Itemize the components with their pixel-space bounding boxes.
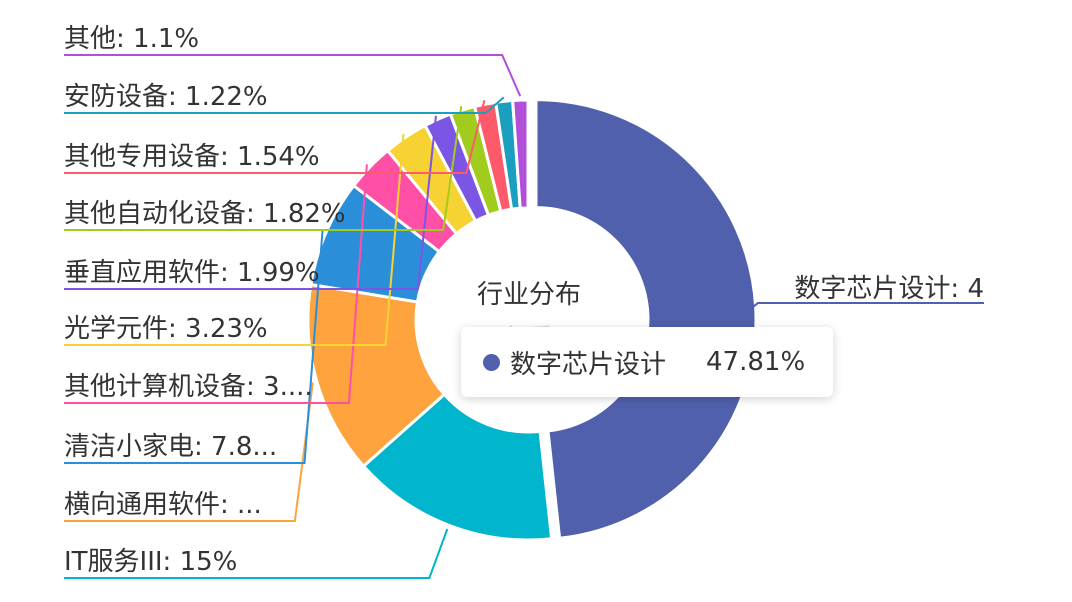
slice-label-0: 数字芯片设计: 4 bbox=[794, 274, 984, 304]
tooltip-value: 47.81% bbox=[706, 347, 806, 377]
slice-label-4: 其他计算机设备: 3.... bbox=[64, 372, 313, 402]
leader-line-10 bbox=[64, 54, 522, 97]
leader-line-0 bbox=[751, 302, 984, 309]
tooltip-label: 数字芯片设计 bbox=[510, 349, 667, 380]
slice-label-1: IT服务III: 15% bbox=[64, 547, 237, 577]
slice-label-9: 安防设备: 1.22% bbox=[64, 82, 268, 112]
slice-label-5: 光学元件: 3.23% bbox=[64, 314, 268, 344]
leader-lines bbox=[64, 54, 984, 579]
slice-0[interactable] bbox=[534, 98, 758, 540]
slice-labels: 数字芯片设计: 4 IT服务III: 15% 横向通用软件: ... 清洁小家电: 7… bbox=[64, 24, 984, 577]
leader-line-7 bbox=[64, 106, 463, 231]
leader-line-4 bbox=[64, 164, 368, 404]
leader-line-5 bbox=[64, 133, 405, 346]
tooltip: 数字芯片设计 47.81% bbox=[461, 327, 833, 397]
slice-label-6: 垂直应用软件: 1.99% bbox=[64, 258, 320, 288]
chart-title: 行业分布 bbox=[477, 280, 581, 310]
slice-label-10: 其他: 1.1% bbox=[64, 24, 199, 54]
tooltip-series-dot bbox=[483, 353, 500, 371]
slice-label-7: 其他自动化设备: 1.82% bbox=[64, 199, 346, 229]
slices bbox=[306, 98, 758, 542]
slice-label-2: 横向通用软件: ... bbox=[64, 490, 262, 520]
slice-label-3: 清洁小家电: 7.8... bbox=[64, 432, 277, 462]
leader-line-9 bbox=[64, 96, 505, 114]
slice-10[interactable] bbox=[511, 98, 530, 210]
leader-line-8 bbox=[64, 100, 486, 174]
leader-line-3 bbox=[64, 230, 324, 464]
leader-line-1 bbox=[64, 528, 449, 579]
slice-label-8: 其他专用设备: 1.54% bbox=[64, 142, 320, 172]
